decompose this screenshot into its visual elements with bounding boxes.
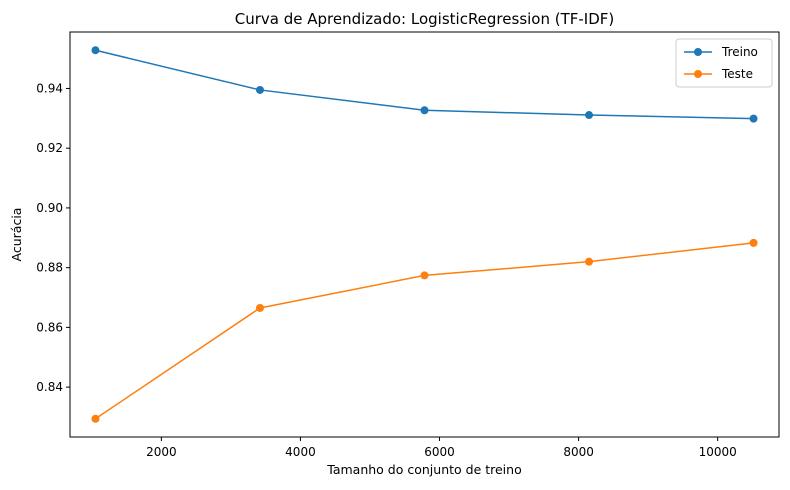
- chart-title: Curva de Aprendizado: LogisticRegression…: [235, 10, 615, 28]
- plot-area: 2000 4000 6000 8000 10000 0.840.860.880.900.…: [36, 31, 780, 459]
- data-point-teste: [91, 414, 100, 423]
- legend: Treino Teste: [675, 38, 773, 88]
- data-point-treino: [91, 46, 100, 55]
- legend-label-teste: Teste: [721, 67, 753, 81]
- y-tick-label: 0.92: [36, 141, 63, 155]
- plot-frame: [69, 31, 780, 438]
- x-axis-label: Tamanho do conjunto de treino: [326, 462, 521, 477]
- y-axis: 0.84 0.86 0.88 0.90 0.92 0.94: [36, 81, 70, 394]
- x-tick-label: 8000: [563, 445, 594, 459]
- data-point-teste: [420, 271, 429, 280]
- x-tick-label: 6000: [424, 445, 455, 459]
- data-point-treino: [585, 111, 594, 120]
- series-teste: [91, 238, 758, 423]
- data-point-teste: [255, 303, 264, 312]
- series-layer: [91, 46, 758, 423]
- x-tick-label: 10000: [699, 445, 737, 459]
- data-point-treino: [255, 85, 264, 94]
- x-tick-label: 2000: [146, 445, 177, 459]
- y-tick-label: 0.86: [36, 320, 63, 334]
- series-treino: [91, 46, 758, 123]
- legend-marker-teste: [694, 70, 702, 78]
- data-point-treino: [420, 106, 429, 115]
- data-point-teste: [585, 257, 594, 266]
- x-axis: 2000 4000 6000 8000 10000: [146, 437, 737, 459]
- legend-label-treino: Treino: [721, 45, 758, 59]
- y-axis-label: Acurácia: [9, 208, 24, 262]
- data-point-teste: [749, 238, 758, 247]
- y-tick-label: 0.84: [36, 380, 63, 394]
- x-tick-label: 4000: [285, 445, 316, 459]
- legend-marker-treino: [694, 48, 702, 56]
- y-tick-label: 0.88: [36, 261, 63, 275]
- data-point-treino: [749, 114, 758, 123]
- y-tick-label: 0.90: [36, 201, 63, 215]
- y-tick-label: 0.94: [36, 81, 63, 95]
